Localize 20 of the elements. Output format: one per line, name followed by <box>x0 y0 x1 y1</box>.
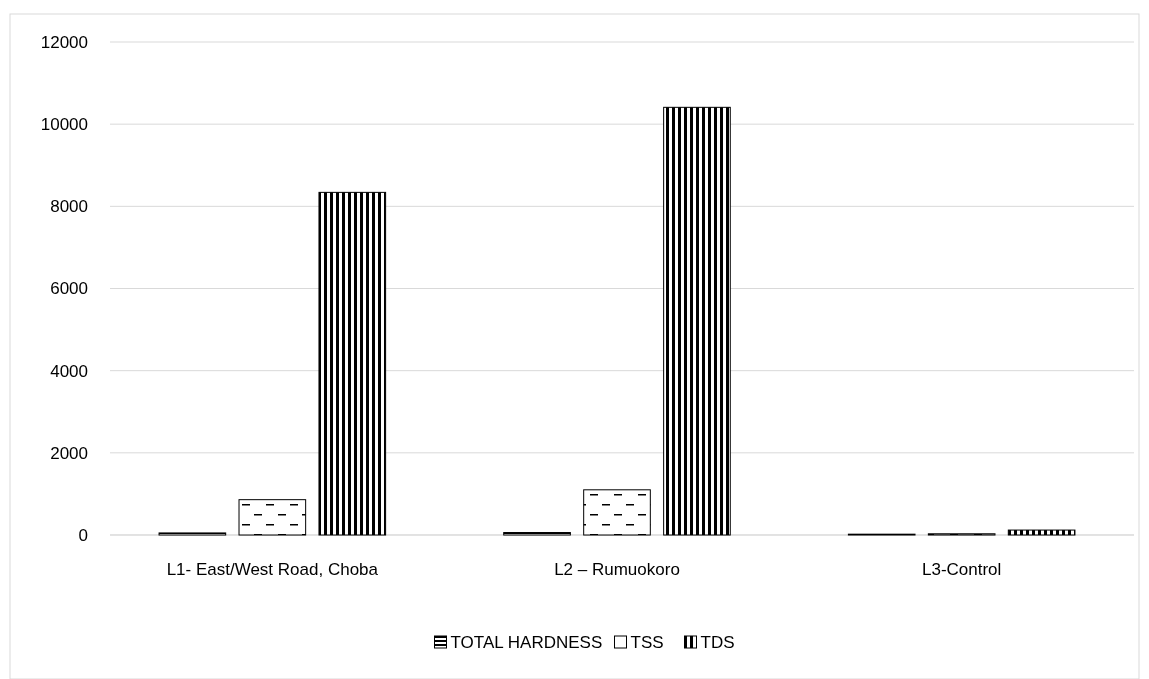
legend-label: TSS <box>630 633 664 652</box>
bar <box>238 499 307 536</box>
bar <box>503 532 571 536</box>
x-tick-label: L3-Control <box>921 560 1002 579</box>
bar <box>1007 529 1076 536</box>
legend-label: TDS <box>700 633 735 652</box>
x-tick-label: L2 – Rumuokoro <box>554 560 680 579</box>
bar <box>583 489 651 536</box>
y-tick-label: 2000 <box>50 443 88 463</box>
x-tick-label: L1- East/West Road, Choba <box>166 560 379 579</box>
y-tick-label: 6000 <box>50 279 88 299</box>
bar <box>318 191 387 536</box>
y-tick-label: 4000 <box>50 361 88 381</box>
y-tick-label: 0 <box>78 525 88 545</box>
y-tick-label: 8000 <box>50 197 88 217</box>
y-tick-label: 10000 <box>40 115 88 135</box>
legend-label: TOTAL HARDNESS <box>450 633 603 652</box>
bar <box>663 106 731 536</box>
y-tick-label: 12000 <box>40 32 88 52</box>
bar <box>158 532 227 536</box>
